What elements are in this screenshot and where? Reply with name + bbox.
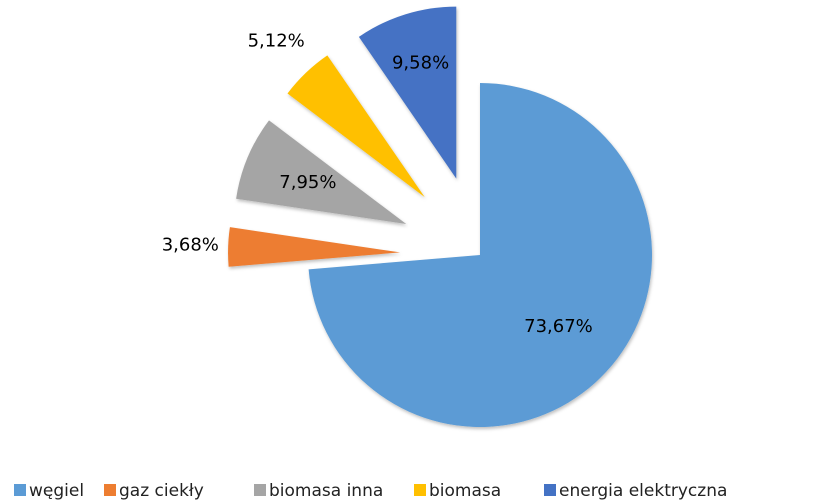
legend-label: biomasa bbox=[429, 481, 501, 501]
legend-label: energia elektryczna bbox=[559, 481, 727, 501]
legend-label: węgiel bbox=[29, 481, 84, 501]
legend-swatch bbox=[104, 484, 116, 496]
legend-label: gaz ciekły bbox=[119, 481, 204, 501]
legend-swatch bbox=[414, 484, 426, 496]
data-label: 5,12% bbox=[248, 31, 305, 52]
legend-swatch bbox=[544, 484, 556, 496]
pie-slice bbox=[236, 120, 407, 225]
legend: węgiel gaz ciekły biomasa inna biomasa energ… bbox=[14, 481, 727, 501]
legend-label: biomasa inna bbox=[269, 481, 383, 501]
pie: 73,67% 3,68% 7,95% 5,12% 9,58% bbox=[162, 6, 652, 427]
pie-slice bbox=[228, 227, 401, 267]
data-label: 7,95% bbox=[279, 172, 336, 193]
data-label: 73,67% bbox=[524, 316, 593, 337]
pie-slice bbox=[287, 55, 425, 198]
pie-slice bbox=[358, 6, 457, 179]
legend-swatch bbox=[14, 484, 26, 496]
data-label: 3,68% bbox=[162, 235, 219, 256]
pie-slice bbox=[308, 83, 652, 427]
legend-swatch bbox=[254, 484, 266, 496]
data-label: 9,58% bbox=[392, 53, 449, 74]
